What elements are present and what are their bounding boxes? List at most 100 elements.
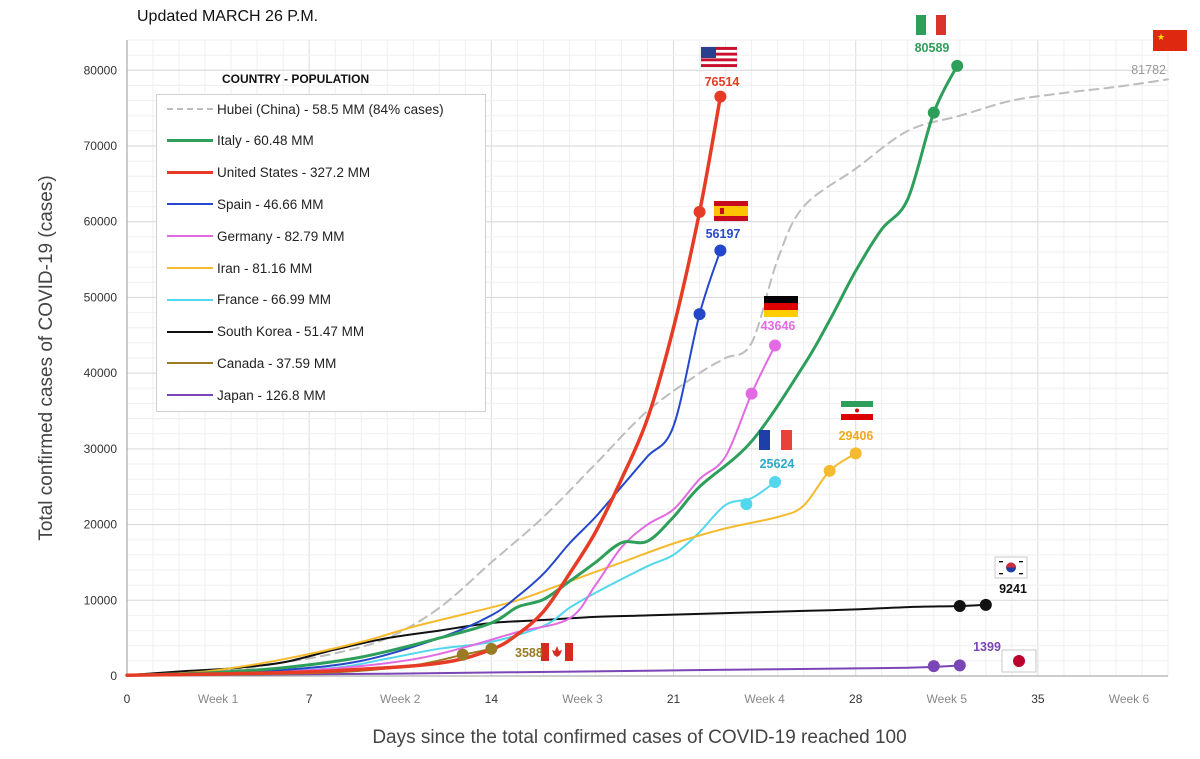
data-point-korea bbox=[979, 598, 992, 611]
italy-flag-icon bbox=[916, 15, 946, 35]
legend: Hubei (China) - 58.5 MM (84% cases) Italy… bbox=[156, 94, 486, 412]
legend-swatch-spain bbox=[167, 203, 213, 206]
end-label-korea: 9241 bbox=[999, 582, 1027, 596]
legend-swatch-iran bbox=[167, 267, 213, 269]
data-point-canada bbox=[485, 642, 498, 655]
canada-flag-icon bbox=[541, 643, 573, 661]
spain-flag-icon bbox=[714, 201, 748, 221]
y-tick-label: 10000 bbox=[84, 593, 118, 607]
x-tick-label: Week 5 bbox=[927, 692, 968, 706]
data-point-iran bbox=[823, 464, 836, 477]
end-label-france: 25624 bbox=[760, 457, 795, 471]
usa-flag-icon bbox=[700, 46, 738, 68]
end-label-us: 76514 bbox=[705, 75, 740, 89]
updated-note: Updated MARCH 26 P.M. bbox=[137, 8, 319, 25]
legend-label-spain: Spain - 46.66 MM bbox=[217, 196, 324, 212]
france-flag-icon bbox=[759, 430, 792, 450]
legend-label-us: United States - 327.2 MM bbox=[217, 165, 371, 181]
country-flags: ★ bbox=[541, 15, 1187, 673]
series-line-germany bbox=[126, 344, 776, 677]
legend-swatch-italy bbox=[167, 139, 213, 143]
legend-swatch-hubei bbox=[167, 108, 213, 110]
series-line-hubei bbox=[126, 78, 1169, 677]
x-tick-label: 14 bbox=[485, 692, 499, 706]
end-label-canada: 3588 bbox=[515, 646, 543, 660]
end-labels: 81782 80589 76514 56197 43646 29406 25624 9241 3… bbox=[515, 41, 1166, 660]
y-tick-label: 70000 bbox=[84, 139, 118, 153]
legend-swatch-france bbox=[167, 298, 213, 301]
y-tick-label: 0 bbox=[110, 669, 117, 683]
legend-label-japan: Japan - 126.8 MM bbox=[217, 387, 326, 403]
y-axis-label: Total confirmed cases of COVID-19 (cases… bbox=[36, 175, 57, 540]
legend-item-canada: Canada - 37.59 MM bbox=[157, 353, 485, 373]
y-tick-label: 40000 bbox=[84, 366, 118, 380]
end-label-iran: 29406 bbox=[839, 429, 874, 443]
end-label-japan: 1399 bbox=[973, 640, 1001, 654]
data-point-germany bbox=[769, 339, 782, 352]
legend-item-japan: Japan - 126.8 MM bbox=[157, 385, 485, 405]
legend-label-canada: Canada - 37.59 MM bbox=[217, 355, 337, 371]
end-label-italy: 80589 bbox=[915, 41, 950, 55]
legend-label-korea: South Korea - 51.47 MM bbox=[217, 324, 365, 340]
south-korea-flag-icon bbox=[994, 556, 1028, 579]
end-label-spain: 56197 bbox=[706, 227, 741, 241]
svg-text:★: ★ bbox=[1157, 32, 1165, 42]
x-tick-label: 28 bbox=[849, 692, 863, 706]
data-point-italy bbox=[951, 59, 964, 72]
x-tick-label: Week 1 bbox=[198, 692, 239, 706]
x-tick-label: Week 6 bbox=[1109, 692, 1150, 706]
x-axis-label: Days since the total confirmed cases of … bbox=[372, 727, 906, 748]
legend-item-germany: Germany - 82.79 MM bbox=[157, 226, 485, 246]
legend-swatch-korea bbox=[167, 330, 213, 333]
legend-label-germany: Germany - 82.79 MM bbox=[217, 228, 345, 244]
legend-label-hubei: Hubei (China) - 58.5 MM (84% cases) bbox=[217, 101, 444, 117]
legend-item-hubei: Hubei (China) - 58.5 MM (84% cases) bbox=[157, 99, 485, 119]
data-markers bbox=[456, 59, 992, 673]
legend-title: COUNTRY - POPULATION bbox=[222, 72, 370, 86]
legend-swatch-canada bbox=[167, 362, 213, 365]
x-tick-label: Week 3 bbox=[562, 692, 603, 706]
legend-item-spain: Spain - 46.66 MM bbox=[157, 194, 485, 214]
data-point-france bbox=[769, 475, 782, 488]
legend-item-korea: South Korea - 51.47 MM bbox=[157, 322, 485, 342]
data-point-spain bbox=[693, 308, 706, 321]
x-tick-label: Week 2 bbox=[380, 692, 421, 706]
legend-swatch-us bbox=[167, 171, 213, 175]
axes: 0 10000 20000 30000 40000 50000 60000 70000 8000… bbox=[36, 40, 1168, 748]
legend-item-italy: Italy - 60.48 MM bbox=[157, 131, 485, 151]
data-point-japan bbox=[953, 659, 966, 672]
y-tick-label: 30000 bbox=[84, 442, 118, 456]
y-tick-label: 80000 bbox=[84, 63, 118, 77]
y-tick-label: 20000 bbox=[84, 518, 118, 532]
y-tick-label: 50000 bbox=[84, 290, 118, 304]
data-point-canada bbox=[456, 648, 469, 661]
x-tick-label: 21 bbox=[667, 692, 681, 706]
data-point-korea bbox=[953, 600, 966, 613]
germany-flag-icon bbox=[764, 296, 798, 317]
legend-swatch-germany bbox=[167, 235, 213, 238]
x-tick-label: 0 bbox=[124, 692, 131, 706]
legend-item-france: France - 66.99 MM bbox=[157, 290, 485, 310]
data-point-us bbox=[693, 205, 706, 218]
legend-item-iran: Iran - 81.16 MM bbox=[157, 258, 485, 278]
data-point-iran bbox=[849, 447, 862, 460]
legend-label-iran: Iran - 81.16 MM bbox=[217, 260, 313, 276]
x-tick-label: 7 bbox=[306, 692, 313, 706]
data-point-us bbox=[714, 90, 727, 103]
series-line-italy bbox=[125, 64, 959, 677]
x-tick-label: 35 bbox=[1031, 692, 1045, 706]
x-tick-label: Week 4 bbox=[744, 692, 785, 706]
series-line-spain bbox=[126, 249, 722, 677]
data-point-spain bbox=[714, 244, 727, 257]
data-point-france bbox=[740, 498, 753, 511]
series-line-us bbox=[125, 94, 723, 677]
japan-flag-icon bbox=[1001, 649, 1037, 673]
iran-flag-icon bbox=[841, 401, 873, 420]
data-point-japan bbox=[927, 660, 940, 673]
data-point-italy bbox=[927, 106, 940, 119]
y-tick-label: 60000 bbox=[84, 215, 118, 229]
legend-item-us: United States - 327.2 MM bbox=[157, 163, 485, 183]
legend-label-france: France - 66.99 MM bbox=[217, 292, 332, 308]
end-label-hubei: 81782 bbox=[1131, 63, 1166, 77]
